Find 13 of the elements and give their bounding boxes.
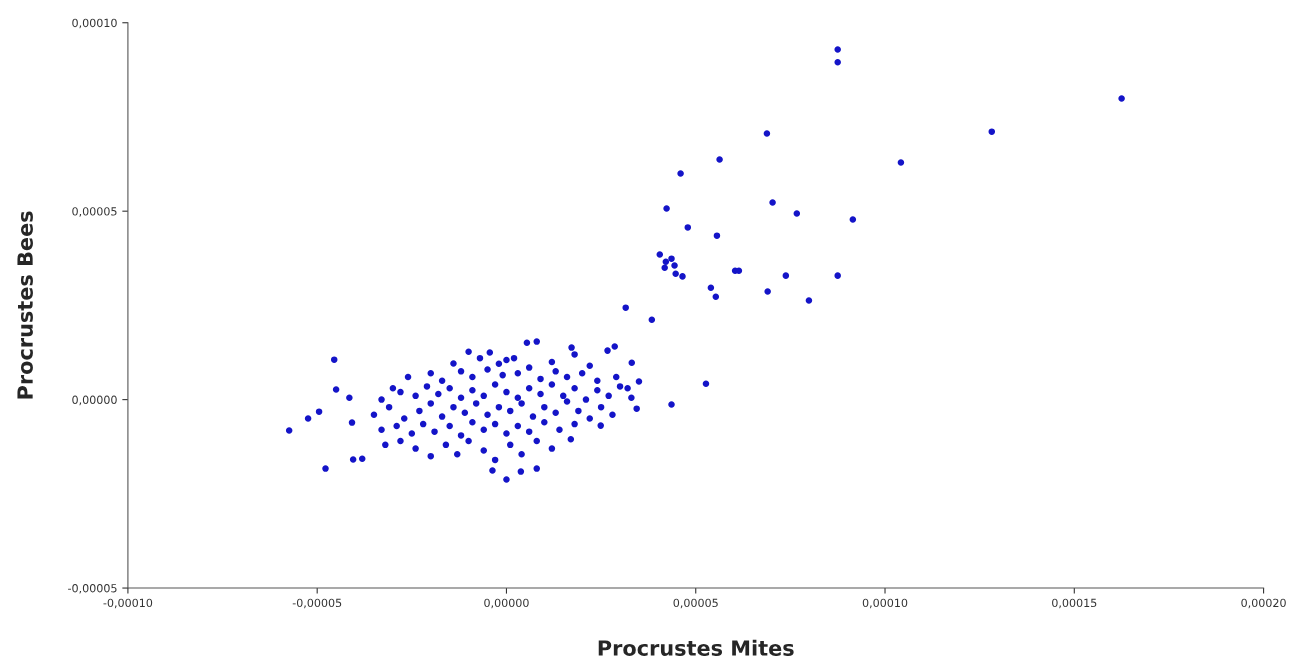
y-tick-label: 0,00010 <box>72 18 117 29</box>
y-tick-label: -0,00005 <box>68 584 117 594</box>
x-tick-label: -0,00010 <box>103 598 153 609</box>
y-tick-label: 0,00005 <box>72 207 117 217</box>
y-tick-label: 0,00000 <box>72 395 117 406</box>
x-tick-label: 0,00010 <box>862 598 908 609</box>
x-tick-label: -0,00005 <box>292 598 342 609</box>
y-axis-title: Procrustes Bees <box>17 211 33 399</box>
x-axis-title: Procrustes Mites <box>598 639 794 656</box>
x-tick-label: 0,00005 <box>673 598 718 609</box>
x-tick-label: 0,00020 <box>1241 598 1286 609</box>
x-tick-label: 0,00015 <box>1052 598 1097 609</box>
x-tick-label: 0,00000 <box>484 598 529 609</box>
